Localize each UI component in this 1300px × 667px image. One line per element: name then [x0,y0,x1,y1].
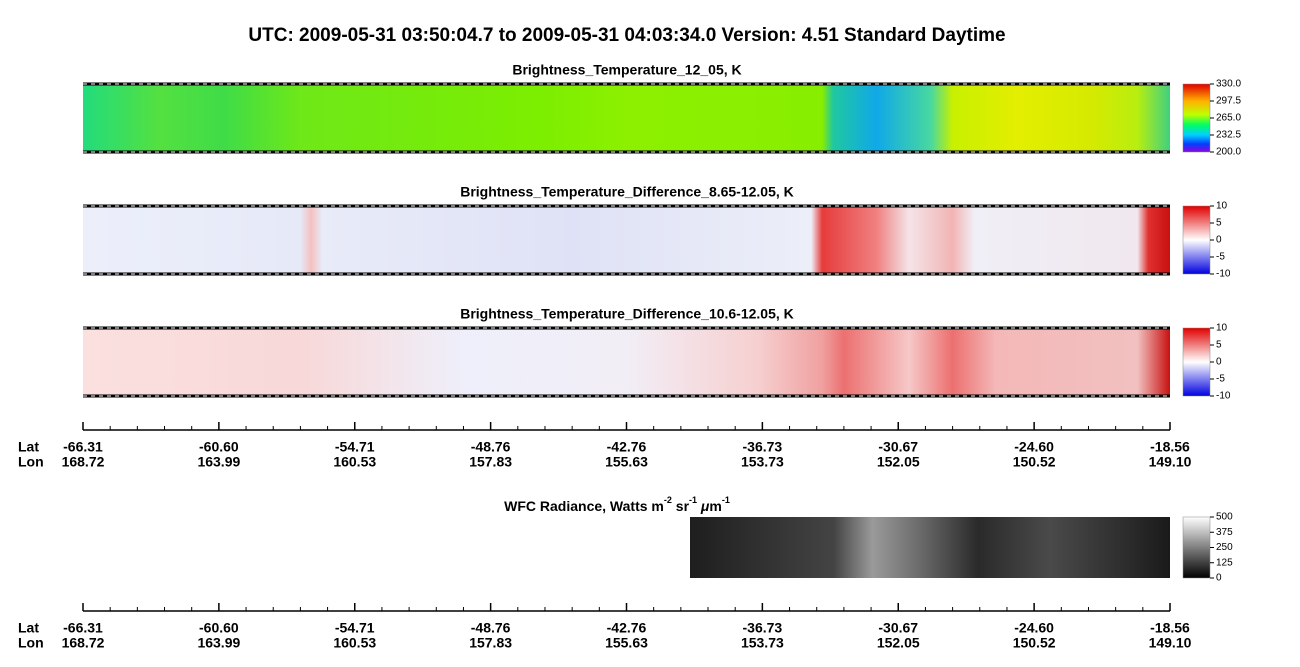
lon-value: 152.05 [877,635,920,651]
colorbar-label: 10 [1216,201,1228,212]
colorbar-label: 0 [1216,573,1222,584]
colorbar-label: 297.5 [1216,96,1241,107]
title-part: -2 [664,495,672,505]
lat-value: -24.60 [1014,620,1054,636]
colorbar-label: 250 [1216,542,1233,553]
colorbar-label: -5 [1216,374,1225,385]
lon-value: 160.53 [333,635,376,651]
panel-title: Brightness_Temperature_Difference_8.65-1… [460,184,794,200]
lon-value: 153.73 [741,635,784,651]
lat-value: -18.56 [1150,439,1190,455]
lon-value: 150.52 [1013,635,1056,651]
colorbar-label: 500 [1216,512,1233,523]
lon-value: 160.53 [333,454,376,470]
lat-value: -66.31 [63,620,103,636]
lon-value: 168.72 [62,454,105,470]
lat-value: -48.76 [471,620,511,636]
panel-title: Brightness_Temperature_12_05, K [512,62,741,78]
colorbar-label: 232.5 [1216,130,1241,141]
lon-value: 155.63 [605,635,648,651]
lon-value: 149.10 [1149,635,1192,651]
lon-value: 163.99 [197,454,240,470]
lon-value: 157.83 [469,635,512,651]
colorbar-label: 5 [1216,218,1222,229]
colorbar [1182,205,1211,275]
title-part: WFC Radiance, Watts m [504,498,664,514]
image-strip [690,517,1170,578]
lat-value: -60.60 [199,439,239,455]
colorbar-label: -5 [1216,252,1225,263]
lon-value: 157.83 [469,454,512,470]
colorbar-label: -10 [1216,391,1231,402]
lat-value: -36.73 [743,439,783,455]
title-part: -1 [722,495,730,505]
lon-label: Lon [18,635,44,651]
title-part: μ [700,498,710,514]
lon-value: 168.72 [62,635,105,651]
lat-value: -36.73 [743,620,783,636]
lat-value: -54.71 [335,620,375,636]
lon-label: Lon [18,454,44,470]
lat-value: -30.67 [878,439,918,455]
image-strip [83,206,1170,274]
wfc-title: WFC Radiance, Watts m-2 sr-1 μm-1 [504,495,730,513]
colorbar-label: 375 [1216,527,1233,538]
title-part: m [709,498,721,514]
lat-value: -24.60 [1014,439,1054,455]
lat-value: -54.71 [335,439,375,455]
colorbar [1182,327,1211,397]
lon-value: 155.63 [605,454,648,470]
colorbar [1182,83,1211,153]
colorbar [1182,516,1211,579]
lon-value: 150.52 [1013,454,1056,470]
panel-title: Brightness_Temperature_Difference_10.6-1… [460,306,794,322]
colorbar-label: 330.0 [1216,79,1241,90]
lat-value: -66.31 [63,439,103,455]
page-title: UTC: 2009-05-31 03:50:04.7 to 2009-05-31… [248,25,1005,46]
title-part: sr [672,498,690,514]
colorbar-label: 5 [1216,340,1222,351]
lat-value: -18.56 [1150,620,1190,636]
colorbar-label: 200.0 [1216,147,1241,158]
image-strip [83,84,1170,152]
lat-label: Lat [18,439,39,455]
colorbar-label: 10 [1216,323,1228,334]
lat-value: -42.76 [607,439,647,455]
lon-value: 153.73 [741,454,784,470]
colorbar-label: 265.0 [1216,113,1241,124]
lat-label: Lat [18,620,39,636]
lon-value: 149.10 [1149,454,1192,470]
lat-value: -60.60 [199,620,239,636]
lon-value: 163.99 [197,635,240,651]
colorbar-label: -10 [1216,269,1231,280]
lat-value: -42.76 [607,620,647,636]
colorbar-label: 0 [1216,357,1222,368]
colorbar-label: 125 [1216,557,1233,568]
colorbar-label: 0 [1216,235,1222,246]
title-part: -1 [689,495,697,505]
lat-value: -30.67 [878,620,918,636]
image-strip [83,328,1170,396]
lon-value: 152.05 [877,454,920,470]
lat-value: -48.76 [471,439,511,455]
